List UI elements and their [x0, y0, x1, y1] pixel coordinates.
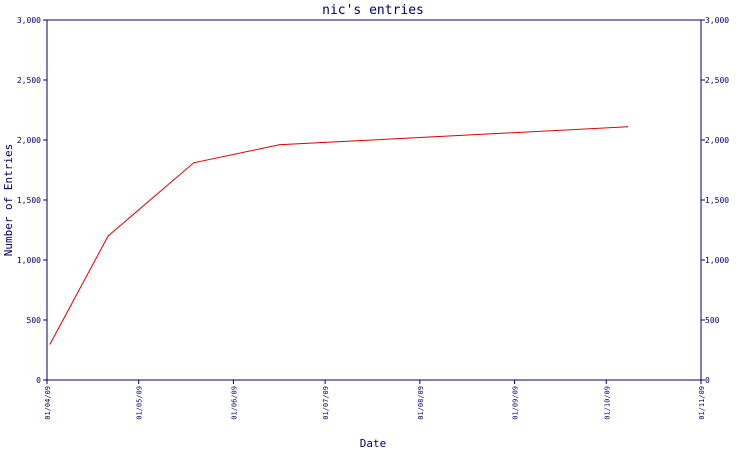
series-line — [49, 126, 628, 345]
y-tick-label-left: 1,000 — [17, 256, 41, 265]
y-tick-label-left: 2,500 — [17, 76, 41, 85]
data-point — [278, 144, 280, 146]
x-tick-label: 01/05/09 — [136, 386, 144, 420]
y-tick-label-left: 1,500 — [17, 196, 41, 205]
data-point — [193, 162, 195, 164]
y-axis-label: Number of Entries — [2, 144, 15, 257]
y-tick-label-right: 2,000 — [705, 136, 729, 145]
y-tick-label-right: 2,500 — [705, 76, 729, 85]
x-tick-label: 01/08/09 — [417, 386, 425, 420]
plot-frame — [46, 19, 702, 381]
y-tick-label-right: 1,500 — [705, 196, 729, 205]
x-tick-label: 01/11/09 — [698, 386, 706, 420]
series-layer — [49, 126, 629, 345]
y-tick-label-left: 2,000 — [17, 136, 41, 145]
x-axis-label: Date — [360, 437, 387, 450]
y-tick-label-right: 3,000 — [705, 16, 729, 25]
y-tick-label-right: 0 — [705, 376, 710, 385]
y-axis-left: 0 500 1,000 1,500 2,000 2,500 3,000 — [17, 16, 47, 385]
x-tick-label: 01/07/09 — [322, 386, 330, 420]
data-point — [107, 235, 109, 237]
x-tick-label: 01/04/09 — [44, 386, 52, 420]
y-tick-label-right: 500 — [705, 316, 720, 325]
x-tick-label: 01/10/09 — [603, 386, 611, 420]
y-tick-label-left: 500 — [27, 316, 42, 325]
y-tick-label-right: 1,000 — [705, 256, 729, 265]
y-axis-right: 0 500 1,000 1,500 2,000 2,500 3,000 — [701, 16, 729, 385]
chart-title: nic's entries — [322, 3, 424, 18]
data-point — [627, 126, 629, 128]
x-tick-label: 01/06/09 — [230, 386, 238, 420]
data-point — [49, 343, 51, 345]
x-tick-label: 01/09/09 — [512, 386, 520, 420]
y-tick-label-left: 0 — [36, 376, 41, 385]
data-point — [324, 141, 326, 143]
x-axis: 01/04/09 01/05/09 01/06/09 01/07/09 01/08/09… — [44, 380, 706, 420]
y-tick-label-left: 3,000 — [17, 16, 41, 25]
